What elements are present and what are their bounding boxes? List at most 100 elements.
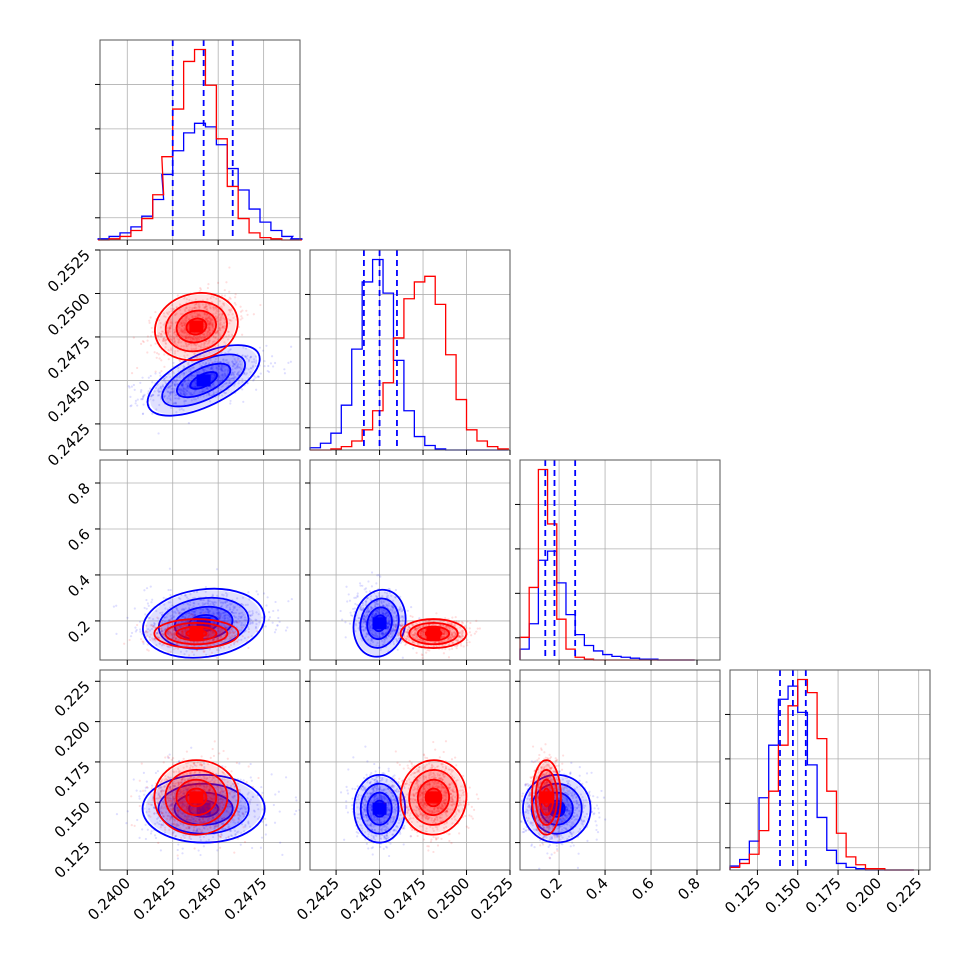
scatter-point (183, 372, 186, 375)
scatter-point (194, 382, 197, 385)
scatter-point (229, 297, 232, 300)
scatter-point (151, 381, 154, 384)
scatter-point (198, 313, 202, 317)
scatter-point (208, 314, 211, 318)
scatter-point (220, 323, 223, 326)
scatter-point (171, 381, 174, 384)
scatter-point (155, 356, 158, 359)
scatter-point (219, 327, 222, 330)
scatter-point (209, 297, 212, 300)
scatter-point (133, 607, 136, 610)
scatter-point (183, 322, 186, 325)
scatter-point (238, 379, 241, 382)
scatter-point (229, 373, 233, 377)
scatter-point (219, 366, 223, 370)
scatter-point (207, 611, 210, 614)
scatter-point (247, 360, 251, 363)
scatter-point (184, 320, 188, 323)
scatter-point (183, 324, 186, 327)
scatter-point (234, 296, 237, 299)
scatter-point (193, 375, 196, 378)
scatter-point (184, 331, 187, 334)
scatter-point (219, 388, 222, 392)
scatter-point (149, 585, 152, 588)
scatter-point (164, 315, 167, 319)
scatter-point (158, 403, 161, 407)
scatter-point (198, 363, 201, 366)
scatter-point (204, 318, 207, 321)
scatter-point (143, 589, 146, 592)
scatter-point (284, 629, 288, 632)
scatter-point (220, 605, 223, 608)
scatter-point (207, 598, 210, 601)
scatter-point (182, 345, 186, 348)
scatter-point (203, 312, 206, 315)
scatter-point (199, 345, 202, 348)
scatter-point (207, 608, 210, 612)
scatter-point (236, 372, 240, 375)
scatter-point (182, 392, 185, 395)
scatter-point (172, 648, 175, 651)
scatter-point (201, 303, 204, 306)
scatter-point (254, 365, 258, 368)
scatter-point (150, 326, 153, 330)
scatter-point (190, 336, 193, 339)
scatter-point (189, 393, 192, 397)
density-peak (196, 374, 211, 387)
scatter-point (157, 617, 160, 620)
scatter-point (202, 344, 206, 347)
scatter-point (144, 631, 147, 634)
scatter-point (254, 626, 258, 630)
scatter-point (174, 402, 177, 405)
scatter-point (211, 323, 214, 326)
scatter-point (226, 600, 229, 603)
scatter-point (218, 376, 221, 379)
scatter-point (177, 625, 180, 628)
scatter-point (162, 337, 165, 340)
scatter-point (169, 330, 172, 333)
scatter-point (239, 310, 243, 313)
scatter-point (388, 629, 391, 632)
scatter-point (183, 380, 187, 383)
scatter-point (195, 347, 198, 350)
scatter-point (210, 373, 213, 376)
scatter-point (233, 621, 236, 624)
scatter-point (130, 631, 134, 635)
scatter-point (214, 315, 217, 318)
scatter-point (142, 631, 145, 634)
scatter-point (225, 281, 228, 284)
scatter-point (245, 372, 248, 375)
scatter-point (206, 333, 209, 336)
scatter-point (240, 615, 243, 618)
scatter-point (224, 368, 227, 371)
scatter-point (189, 593, 192, 596)
scatter-point (217, 629, 220, 632)
scatter-point (176, 294, 179, 297)
scatter-point (142, 642, 145, 645)
scatter-point (174, 330, 177, 334)
scatter-point (230, 371, 233, 374)
scatter-point (244, 347, 248, 350)
scatter-point (181, 384, 185, 387)
scatter-point (156, 616, 159, 619)
scatter-point (130, 404, 133, 407)
scatter-point (347, 593, 350, 596)
scatter-point (226, 330, 230, 333)
scatter-point (155, 632, 159, 635)
scatter-point (202, 350, 205, 354)
scatter-point (160, 332, 163, 336)
scatter-point (245, 357, 249, 360)
scatter-point (210, 366, 213, 369)
scatter-point (197, 602, 200, 606)
scatter-point (193, 311, 196, 315)
scatter-point (167, 588, 170, 592)
panel-border (99, 39, 301, 241)
scatter-point (218, 318, 221, 321)
scatter-point (248, 618, 252, 621)
scatter-point (172, 341, 175, 345)
scatter-point (164, 346, 167, 349)
scatter-point (166, 390, 169, 393)
scatter-point (149, 374, 152, 378)
scatter-point (183, 354, 186, 357)
scatter-point (229, 644, 232, 647)
